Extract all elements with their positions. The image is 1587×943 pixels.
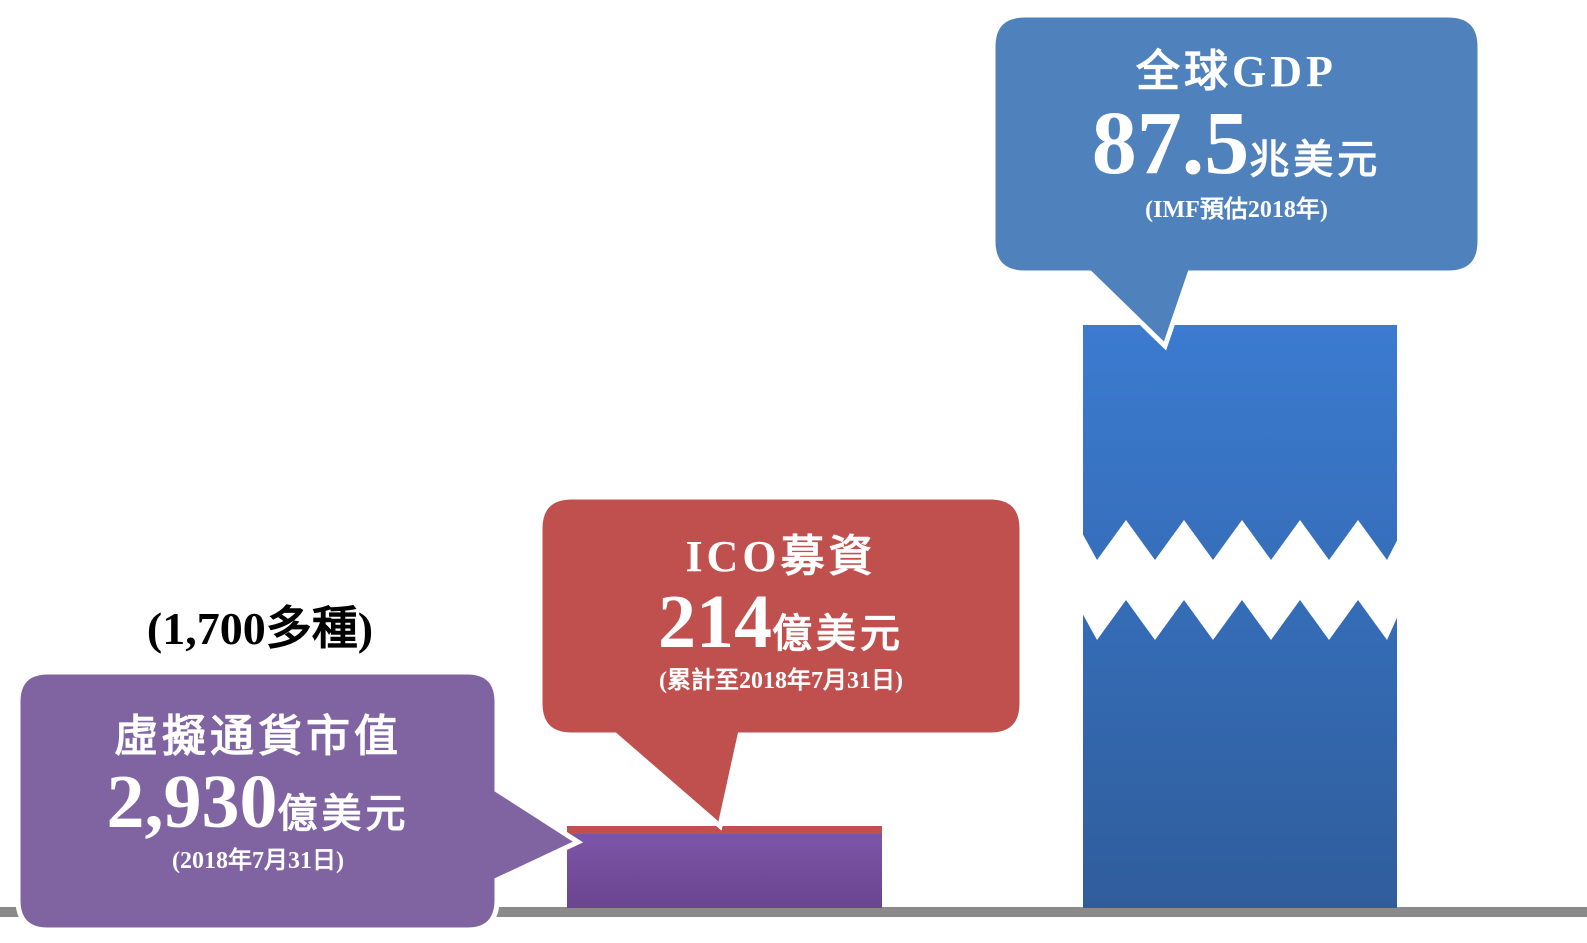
ico-bar xyxy=(567,826,882,834)
unit: 兆美元 xyxy=(1249,137,1382,182)
unit: 億美元 xyxy=(772,611,904,656)
value-row: 2,930億美元 xyxy=(18,764,498,840)
note: (IMF預估2018年) xyxy=(1145,197,1328,223)
callout-text: 全球GDP 87.5兆美元 (IMF預估2018年) xyxy=(993,35,1480,224)
gdp-bar xyxy=(1083,325,1397,908)
callout-crypto xyxy=(15,669,584,933)
value: 87.5 xyxy=(1091,94,1250,193)
value-row: 214億美元 xyxy=(540,584,1022,660)
value: 2,930 xyxy=(106,760,278,844)
value: 214 xyxy=(658,580,772,664)
baseline xyxy=(0,907,1587,917)
title: 虛擬通貨市值 xyxy=(114,712,402,761)
title: ICO募資 xyxy=(685,532,877,581)
callout-text: ICO募資 214億美元 (累計至2018年7月31日) xyxy=(540,520,1022,695)
callout-text: 虛擬通貨市值 2,930億美元 (2018年7月31日) xyxy=(18,700,498,875)
callout-gdp xyxy=(990,12,1483,351)
note: (2018年7月31日) xyxy=(172,848,344,874)
note: (累計至2018年7月31日) xyxy=(659,668,903,694)
bar-break xyxy=(1075,520,1405,640)
title: 全球GDP xyxy=(1136,47,1337,96)
count-note: (1,700多種) xyxy=(146,603,374,654)
callout-ico xyxy=(537,494,1025,831)
crypto-bar xyxy=(567,834,882,908)
value-row: 87.5兆美元 xyxy=(993,99,1480,189)
unit: 億美元 xyxy=(277,791,410,836)
